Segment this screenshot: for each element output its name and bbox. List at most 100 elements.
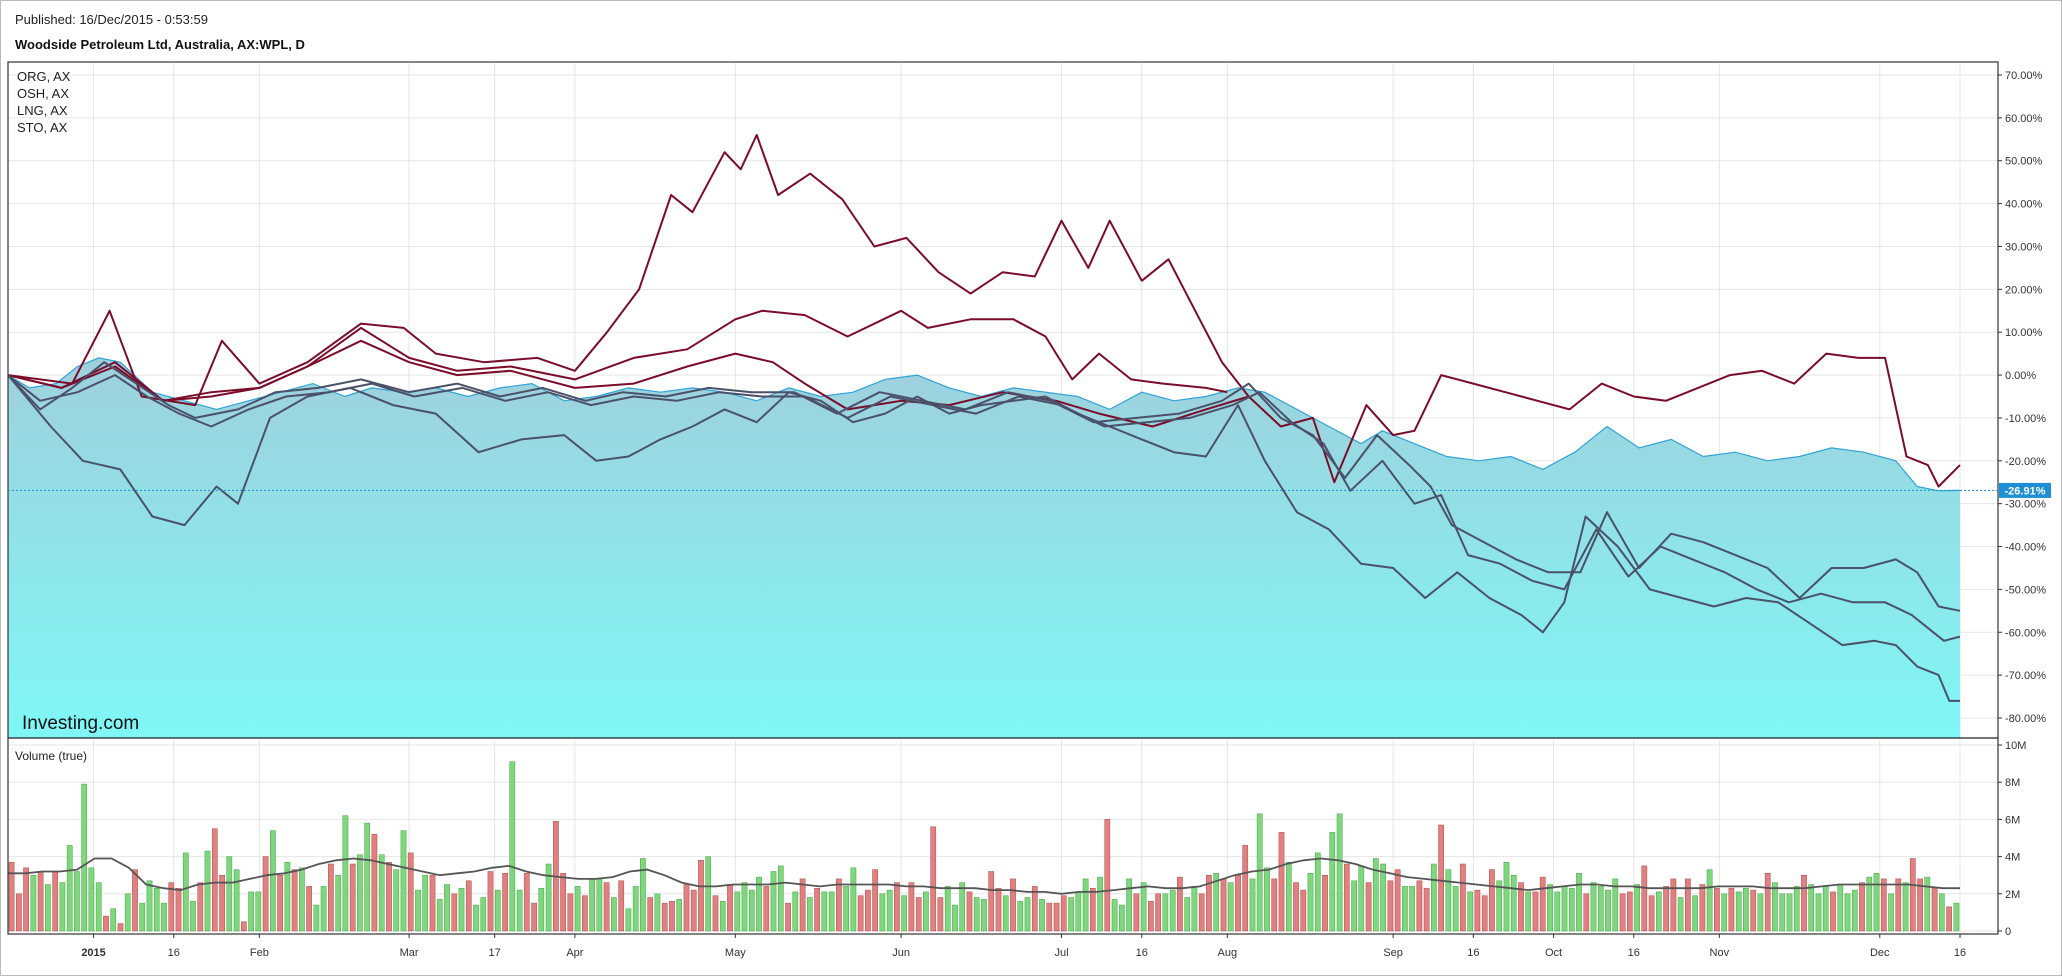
volume-bar-down [857, 895, 864, 932]
volume-bar-up [640, 858, 646, 932]
main-y-tick-label: 70.00% [2005, 70, 2043, 82]
volume-bar-up [313, 904, 320, 932]
volume-bar-down [1481, 895, 1488, 932]
investing-logo: Investing.com [22, 713, 139, 734]
volume-bar-up [81, 783, 88, 932]
x-tick-label: 17 [489, 947, 501, 959]
volume-ma-line [8, 857, 1960, 895]
main-y-tick-label: -60.00% [2005, 627, 2046, 639]
volume-bar-down [1685, 878, 1691, 932]
volume-bar-up [248, 891, 254, 932]
x-tick-label: May [725, 947, 746, 959]
volume-bar-up [204, 850, 211, 932]
volume-bar-down [1518, 882, 1524, 932]
main-y-tick-label: 10.00% [2005, 327, 2043, 339]
volume-bar-up [1314, 852, 1321, 932]
volume-bar-down [1663, 886, 1669, 932]
volume-bar-down [1220, 878, 1227, 932]
main-y-tick-label: 50.00% [2005, 156, 2043, 168]
comparison-line-5 [8, 361, 1961, 612]
volume-bar-up [611, 897, 617, 932]
volume-bar-up [1793, 886, 1800, 932]
volume-bar-up [182, 852, 189, 932]
volume-bar-up [1612, 878, 1619, 932]
volume-bar-up [1068, 897, 1074, 932]
volume-bar-down [1489, 869, 1495, 932]
x-tick-label: 2015 [81, 947, 105, 959]
volume-bar-up [705, 856, 712, 932]
x-tick-label: 16 [1467, 947, 1479, 959]
volume-bar-up [1140, 882, 1147, 932]
volume-bar-down [103, 915, 109, 932]
volume-bar-down [1859, 882, 1865, 932]
comparison-line-2 [8, 309, 1228, 402]
legend-entry: OSH, AX [17, 86, 69, 101]
volume-bar-down [371, 834, 378, 932]
main-y-tick-label: -80.00% [2005, 713, 2046, 725]
x-tick-label: Feb [250, 947, 269, 959]
volume-bar-up [1743, 887, 1749, 932]
volume-y-tick-label: 8M [2005, 777, 2020, 789]
volume-bar-up [734, 891, 741, 932]
volume-bar-up [1808, 884, 1815, 932]
volume-bar-up [1655, 891, 1662, 932]
volume-bar-up [1017, 900, 1024, 932]
volume-bar-down [618, 880, 625, 932]
volume-bar-down [1699, 884, 1706, 932]
volume-bar-up [1706, 869, 1713, 932]
volume-bar-up [1525, 891, 1532, 932]
volume-bar-up [480, 897, 487, 932]
volume-bar-up [1336, 813, 1343, 932]
volume-panel-border [7, 737, 1999, 935]
legend: ORG, AX OSH, AX LNG, AX STO, AX [17, 69, 71, 135]
volume-bar-down [175, 887, 182, 932]
volume-bar-down [349, 863, 356, 932]
volume-bar-down [132, 869, 138, 932]
volume-bar-down [197, 882, 204, 932]
volume-bar-up [1191, 886, 1198, 932]
volume-bar-down [211, 828, 218, 932]
volume-bar-up [1075, 891, 1082, 932]
volume-bar-down [487, 871, 494, 932]
volume-bar-up [944, 886, 951, 932]
volume-bar-up [364, 822, 371, 932]
volume-bar-down [1423, 887, 1430, 932]
volume-bar-up [415, 889, 421, 932]
volume-bar-down [1895, 878, 1902, 932]
volume-bar-down [1235, 874, 1241, 932]
x-tick-label: Oct [1545, 947, 1562, 959]
volume-bar-up [378, 854, 385, 932]
volume-bar-down [386, 861, 392, 932]
volume-bar-up [1249, 878, 1256, 932]
volume-bar-up [545, 863, 552, 932]
volume-bar-down [995, 887, 1002, 932]
volume-bar-up [748, 889, 755, 932]
volume-bar-up [444, 884, 450, 932]
x-tick-label: 16 [1136, 947, 1148, 959]
volume-bar-down [785, 902, 791, 932]
volume-bar-up [1097, 876, 1103, 932]
volume-bar-up [1402, 886, 1408, 932]
volume-bar-down [1206, 874, 1212, 932]
volume-bar-up [1605, 889, 1611, 932]
volume-bar-up [1568, 887, 1575, 932]
x-axis: 2015 16 Feb Mar 17 Apr May Jun Jul 16 Aug Sep 16 Oct 1… [81, 934, 1966, 959]
main-y-tick-label: -70.00% [2005, 670, 2046, 682]
volume-bar-up [161, 902, 167, 932]
volume-bar-down [647, 897, 654, 932]
volume-bar-up [1953, 902, 1960, 932]
main-y-tick-label: 40.00% [2005, 199, 2043, 211]
volume-y-tick-label: 2M [2005, 889, 2020, 901]
volume-bar-up [1372, 858, 1379, 932]
volume-bar-up [792, 891, 799, 932]
volume-bar-up [1786, 893, 1793, 932]
volume-bar-down [1801, 874, 1807, 932]
volume-bar-down [1539, 876, 1546, 932]
volume-bar-up [342, 815, 349, 932]
volume-bar-down [1460, 863, 1466, 932]
volume-bar-down [872, 869, 878, 932]
comparison-lines [8, 134, 1961, 702]
volume-bar-up [400, 830, 407, 932]
volume-bar-up [1358, 865, 1365, 932]
volume-bar-down [37, 871, 44, 932]
